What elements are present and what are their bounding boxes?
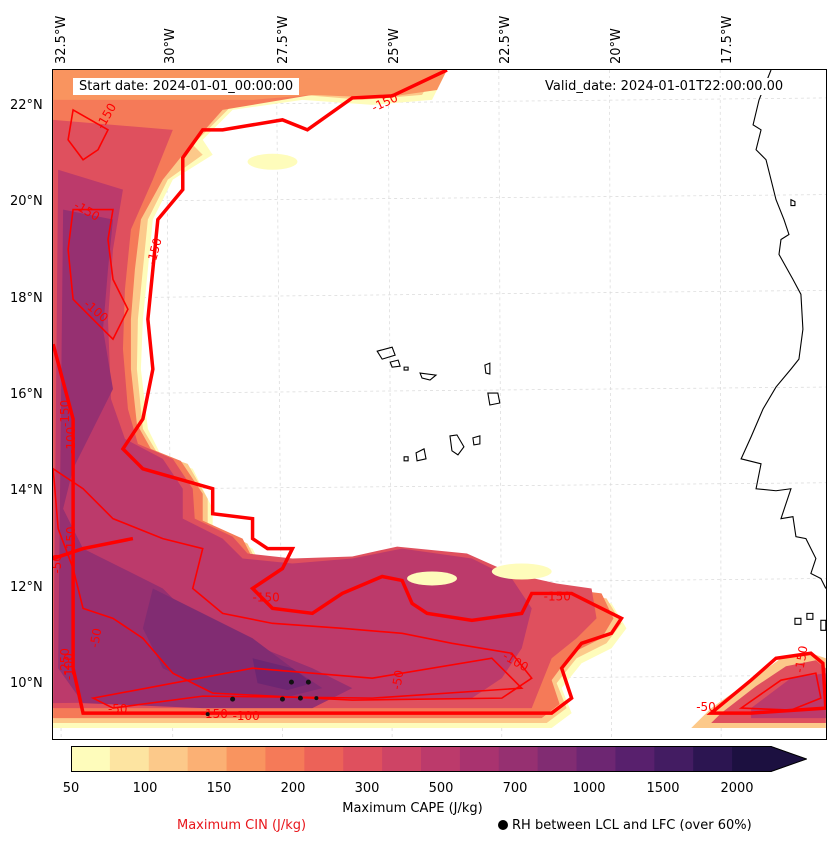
rh-markers	[205, 679, 319, 717]
contour-label: -50	[696, 700, 716, 714]
colorbar-segment	[615, 746, 655, 772]
lat-label-12n: 12°N	[10, 580, 43, 595]
colorbar-tick: 500	[428, 781, 454, 796]
lat-label-22n: 22°N	[10, 98, 43, 113]
map-panel: -150 -150 -150 -150 -100 -150 -100 -50 -…	[52, 69, 827, 740]
colorbar-segment	[576, 746, 616, 772]
colorbar-tick: 100	[132, 781, 158, 796]
contour-label: -150	[58, 400, 72, 427]
contour-label: -50	[53, 554, 64, 574]
contour-label: -150	[792, 645, 811, 674]
rh-legend-label: RH between LCL and LFC (over 60%)	[512, 818, 752, 833]
colorbar-tick: 1500	[646, 781, 680, 796]
lat-label-18n: 18°N	[10, 291, 43, 306]
contour-label: -100	[62, 653, 76, 680]
valid-date-label: Valid_date: 2024-01-01T22:00:00.00	[539, 78, 790, 95]
map-canvas: -150 -150 -150 -150 -100 -150 -100 -50 -…	[53, 70, 826, 739]
lat-label-16n: 16°N	[10, 387, 43, 402]
colorbar-outline	[71, 746, 807, 772]
colorbar-segment	[498, 746, 539, 772]
colorbar-tick: 2000	[720, 781, 754, 796]
rh-dot-icon	[498, 820, 508, 830]
colorbar-segment	[382, 746, 422, 772]
lon-label-30w: 30°W	[163, 28, 178, 64]
colorbar-segment	[265, 746, 305, 772]
start-date-label: Start date: 2024-01-01_00:00:00	[73, 78, 300, 95]
lat-label-20n: 20°N	[10, 194, 43, 209]
colorbar-segment	[421, 746, 461, 772]
contour-label: -150	[253, 590, 280, 604]
contour-label: -100	[233, 709, 260, 723]
colorbar-tick: 50	[62, 781, 80, 796]
colorbar-tick: 700	[502, 781, 528, 796]
cin-legend-label: Maximum CIN (J/kg)	[177, 818, 307, 833]
contour-label: -150	[64, 526, 78, 553]
colorbar-segment	[109, 746, 150, 772]
cape-colorbar	[71, 746, 807, 772]
colorbar-segment	[343, 746, 383, 772]
contour-label: -50	[87, 627, 104, 649]
colorbar-segment	[654, 746, 694, 772]
colorbar-segment	[693, 746, 733, 772]
colorbar-segment	[187, 746, 228, 772]
contour-label: -50	[389, 669, 406, 691]
lon-label-17-5w: 17.5°W	[720, 15, 735, 64]
rh-legend: RH between LCL and LFC (over 60%)	[498, 818, 752, 833]
colorbar-segment	[148, 746, 189, 772]
contour-label: -50	[108, 702, 128, 716]
lon-label-27-5w: 27.5°W	[276, 15, 291, 64]
coastlines	[376, 70, 826, 631]
lat-label-14n: 14°N	[10, 483, 43, 498]
contour-label: -150	[201, 707, 228, 721]
colorbar-segment	[71, 746, 111, 772]
colorbar-segment	[732, 746, 772, 772]
colorbar-tick: 1000	[572, 781, 606, 796]
colorbar-tick: 150	[206, 781, 232, 796]
contour-label: -100	[64, 427, 78, 454]
cape-field	[53, 70, 826, 729]
lon-label-22-5w: 22.5°W	[498, 15, 513, 64]
colorbar-tick: 200	[280, 781, 306, 796]
contour-label: -250	[58, 648, 72, 675]
colorbar-extend-arrow	[771, 746, 807, 772]
lon-label-25w: 25°W	[387, 28, 402, 64]
colorbar-tick: 300	[354, 781, 380, 796]
colorbar-segment	[537, 746, 578, 772]
colorbar-title: Maximum CAPE (J/kg)	[342, 801, 483, 816]
colorbar-segment	[304, 746, 344, 772]
lon-label-20w: 20°W	[609, 28, 624, 64]
contour-label: -150	[544, 589, 571, 603]
colorbar-segment	[459, 746, 500, 772]
colorbar-segment	[226, 746, 266, 772]
contour-label: -150	[144, 236, 165, 266]
lat-label-10n: 10°N	[10, 676, 43, 691]
lon-label-32-5w: 32.5°W	[54, 15, 69, 64]
cin-contours	[53, 70, 826, 715]
